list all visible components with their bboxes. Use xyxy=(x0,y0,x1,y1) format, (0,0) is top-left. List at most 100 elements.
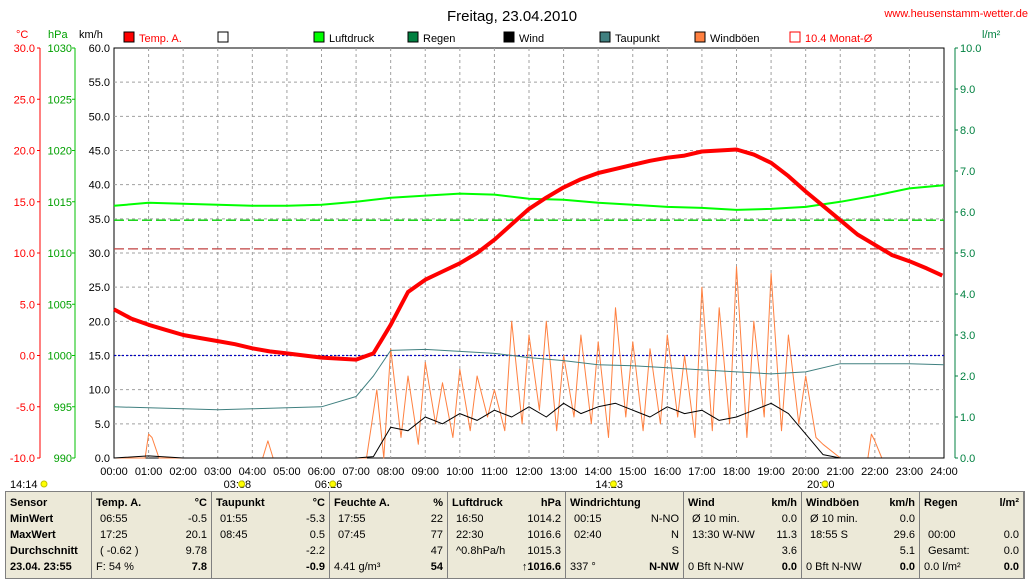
stats-row: 23.04. 23:55 xyxy=(10,560,87,574)
time-tick-label: 12:00 xyxy=(515,466,543,478)
legend-label: 10.4 Monat-Ø xyxy=(805,33,873,45)
stats-col-temp: Temp. A. °C 06:55 -0.5 17:25 20.1 ( -0.62 ) 9.7… xyxy=(92,492,212,578)
unit-temp: °C xyxy=(16,29,28,41)
stats-head: Sensor xyxy=(10,497,48,509)
series-line xyxy=(114,266,944,459)
temp-tick-label: 20.0 xyxy=(14,146,35,158)
stats-head: Regen xyxy=(924,497,958,509)
sun-icon xyxy=(238,480,246,488)
stats-row: 08:45 0.5 xyxy=(216,528,325,542)
hpa-tick-label: 1000 xyxy=(48,351,72,363)
stats-row xyxy=(924,512,1019,526)
time-tick-label: 21:00 xyxy=(826,466,854,478)
rain-tick-label: 5.0 xyxy=(960,248,975,260)
stats-value: -2.2 xyxy=(306,545,325,557)
stats-unit: °C xyxy=(312,497,325,509)
stats-last-value: 54 xyxy=(430,561,443,573)
unit-kmh: km/h xyxy=(79,29,103,41)
stats-last-value: 0.0 xyxy=(781,561,797,573)
stats-last-value: 0.0 xyxy=(1003,561,1019,573)
stats-time: ^0.8hPa/h xyxy=(456,545,506,557)
stats-value: 1016.6 xyxy=(527,529,561,541)
sun-event-label: 03:38 xyxy=(224,479,252,490)
stats-value: 0.0 xyxy=(1003,529,1019,541)
stats-col-regen: Regen l/m² 00:00 0.0 Gesamt: 0.0 0.0 l/m² 0.0 xyxy=(920,492,1024,578)
legend-swatch xyxy=(217,31,229,43)
time-tick-label: 22:00 xyxy=(861,466,889,478)
stats-time: 17:25 xyxy=(100,529,128,541)
rain-tick-label: 0.0 xyxy=(960,453,975,465)
stats-value: 22 xyxy=(430,513,443,525)
stats-time: 16:50 xyxy=(456,513,484,525)
temp-tick-label: 0.0 xyxy=(20,351,35,363)
temp-tick-label: -5.0 xyxy=(16,402,35,414)
stats-head: Luftdruck xyxy=(452,497,503,509)
legend-swatch xyxy=(407,31,419,43)
time-tick-label: 08:00 xyxy=(377,466,405,478)
stats-row: 16:50 1014.2 xyxy=(452,512,561,526)
time-tick-label: 19:00 xyxy=(757,466,785,478)
stats-col-feuchte: Feuchte A.% 17:55 22 07:45 77 47 4.41 g/m³ 54 xyxy=(330,492,448,578)
stats-row: 13:30 W-NW 11.3 xyxy=(688,528,797,542)
legend-label: Wind xyxy=(519,33,544,45)
legend-label: Luftdruck xyxy=(329,33,375,45)
hpa-tick-label: 1005 xyxy=(48,299,72,311)
kmh-tick-label: 55.0 xyxy=(89,77,110,89)
temp-tick-label: 30.0 xyxy=(14,43,35,55)
reference-lines xyxy=(114,219,944,357)
hpa-tick-label: 1010 xyxy=(48,248,72,260)
legend-swatch xyxy=(599,31,611,43)
stats-value: 0.0 xyxy=(1003,545,1019,557)
stats-last-left: 4.41 g/m³ xyxy=(334,561,381,573)
axis-labels: 30.0 25.0 20.0 15.0 10.0 5.0 0.0 -5.0 -10.0 1030 1… xyxy=(10,43,982,478)
stats-row: 17:55 22 xyxy=(334,512,443,526)
legend-swatch xyxy=(123,31,135,43)
stats-row: 47 xyxy=(334,544,443,558)
stats-head: Wind xyxy=(688,497,715,509)
kmh-tick-label: 20.0 xyxy=(89,316,110,328)
stats-time: Ø 10 min. xyxy=(810,513,858,525)
stats-value: 29.6 xyxy=(893,529,915,541)
temp-tick-label: 15.0 xyxy=(14,197,35,209)
rain-tick-label: 2.0 xyxy=(960,371,975,383)
stats-row: 02:40 N xyxy=(570,528,679,542)
sun-event-label: 14:14 xyxy=(10,479,38,490)
time-tick-label: 17:00 xyxy=(688,466,716,478)
chart-series xyxy=(113,147,945,459)
stats-col-windrichtung: Windrichtung 00:15 N-NO 02:40 N S 337 ° N-NW xyxy=(566,492,684,578)
rain-tick-label: 7.0 xyxy=(960,166,975,178)
stats-time: 08:45 xyxy=(220,529,248,541)
website-label[interactable]: www.heusenstamm-wetter.de xyxy=(883,8,1028,20)
legend-swatch xyxy=(694,31,706,43)
stats-row: Windböen km/h xyxy=(806,496,915,510)
stats-time: 17:55 xyxy=(338,513,366,525)
stats-last-value: 7.8 xyxy=(191,561,207,573)
kmh-tick-label: 5.0 xyxy=(95,419,110,431)
time-tick-label: 05:00 xyxy=(273,466,301,478)
stats-last-left: 0.0 l/m² xyxy=(924,561,961,573)
time-tick-label: 16:00 xyxy=(654,466,682,478)
unit-rain: l/m² xyxy=(982,29,1001,41)
stats-value: S xyxy=(671,545,679,557)
stats-row: -2.2 xyxy=(216,544,325,558)
stats-row: 5.1 xyxy=(806,544,915,558)
stats-last-left: F: 54 % xyxy=(96,561,134,573)
stats-row: Wind km/h xyxy=(688,496,797,510)
stats-row: Regen l/m² xyxy=(924,496,1019,510)
stats-last-value: -0.9 xyxy=(306,561,325,573)
stats-value: 47 xyxy=(430,545,443,557)
stats-unit: km/h xyxy=(771,497,797,509)
chart-title: Freitag, 23.04.2010 xyxy=(447,8,577,25)
hpa-tick-label: 990 xyxy=(54,453,72,465)
time-tick-label: 07:00 xyxy=(342,466,370,478)
stats-row: -0.9 xyxy=(216,560,325,574)
rain-tick-label: 3.0 xyxy=(960,330,975,342)
time-tick-label: 14:00 xyxy=(584,466,612,478)
kmh-tick-label: 10.0 xyxy=(89,385,110,397)
stats-row: 0 Bft N-NW 0.0 xyxy=(806,560,915,574)
time-tick-label: 02:00 xyxy=(169,466,197,478)
stats-unit: km/h xyxy=(889,497,915,509)
stats-value: -0.5 xyxy=(188,513,207,525)
stats-value: N-NO xyxy=(650,513,679,525)
weather-chart: Freitag, 23.04.2010 www.heusenstamm-wett… xyxy=(10,8,1028,490)
